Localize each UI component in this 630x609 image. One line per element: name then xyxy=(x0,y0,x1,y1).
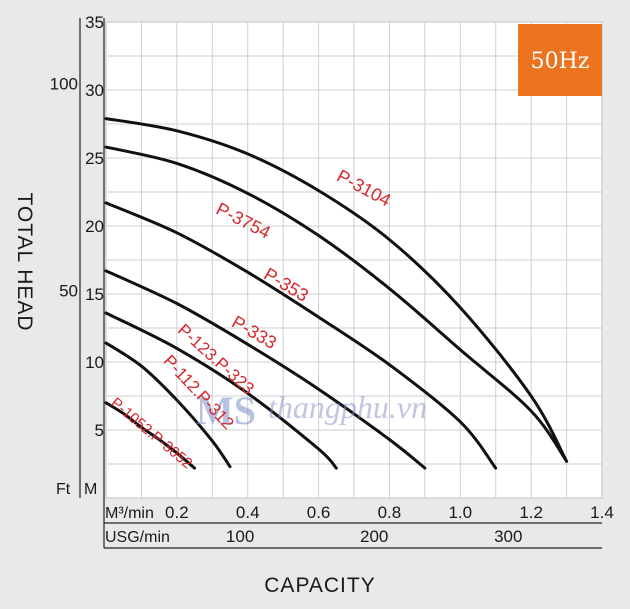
curve-p-123-p-323 xyxy=(104,311,338,470)
y-unit-secondary: Ft xyxy=(56,481,71,498)
x-tick-label: 1.0 xyxy=(448,503,472,522)
frequency-badge-text: 50Hz xyxy=(531,49,590,74)
x2-tick-label: 200 xyxy=(360,527,388,546)
x-tick-label: 1.4 xyxy=(590,503,614,522)
y-tick-label: 25 xyxy=(85,149,104,168)
watermark-site: thangphu.vn xyxy=(268,389,427,425)
x2-tick-label: 300 xyxy=(494,527,522,546)
curve-p-353 xyxy=(104,201,498,470)
x-tick-label: 0.4 xyxy=(236,503,260,522)
x-tick-label: 1.2 xyxy=(519,503,543,522)
y-tick-label: 15 xyxy=(85,285,104,304)
x-tick-label: 0.6 xyxy=(307,503,331,522)
performance-curves xyxy=(104,117,569,470)
x-tick-label: 0.8 xyxy=(378,503,402,522)
plot-border xyxy=(105,21,603,499)
frequency-badge: 50Hz xyxy=(518,24,602,96)
y-tick-label: 10 xyxy=(85,353,104,372)
watermark: MS thangphu.vn xyxy=(196,388,427,433)
axis-lines xyxy=(79,18,602,549)
y-axis-title: TOTAL HEAD xyxy=(13,192,36,331)
x-axis-title: CAPACITY xyxy=(264,574,375,597)
y-tick-label: 35 xyxy=(85,13,104,32)
tick-labels: 5 10 15 20 25 30 35 50 100 0.2 0.4 0.6 0.8 1.0 1.2 1.4 1… xyxy=(50,13,614,546)
y-unit-primary: M xyxy=(84,481,97,498)
watermark-logo: MS xyxy=(196,388,256,433)
curve-p-333 xyxy=(104,269,427,470)
curve-p-112-p-312 xyxy=(104,341,232,469)
y-tick-label: 30 xyxy=(85,81,104,100)
x-unit-primary: M³/min xyxy=(105,505,154,522)
x-tick-label: 0.2 xyxy=(165,503,189,522)
y2-tick-label: 50 xyxy=(59,282,78,301)
curve-p-1052-p-3052 xyxy=(104,401,197,470)
curve-p-3754 xyxy=(104,145,569,463)
frequency-badge-box xyxy=(518,24,602,96)
y-tick-label: 5 xyxy=(95,421,104,440)
y2-tick-label: 100 xyxy=(50,74,78,93)
y-tick-label: 20 xyxy=(85,217,104,236)
x2-tick-label: 100 xyxy=(226,527,254,546)
curve-p-3104 xyxy=(104,117,569,463)
x-unit-secondary: USG/min xyxy=(105,529,170,546)
